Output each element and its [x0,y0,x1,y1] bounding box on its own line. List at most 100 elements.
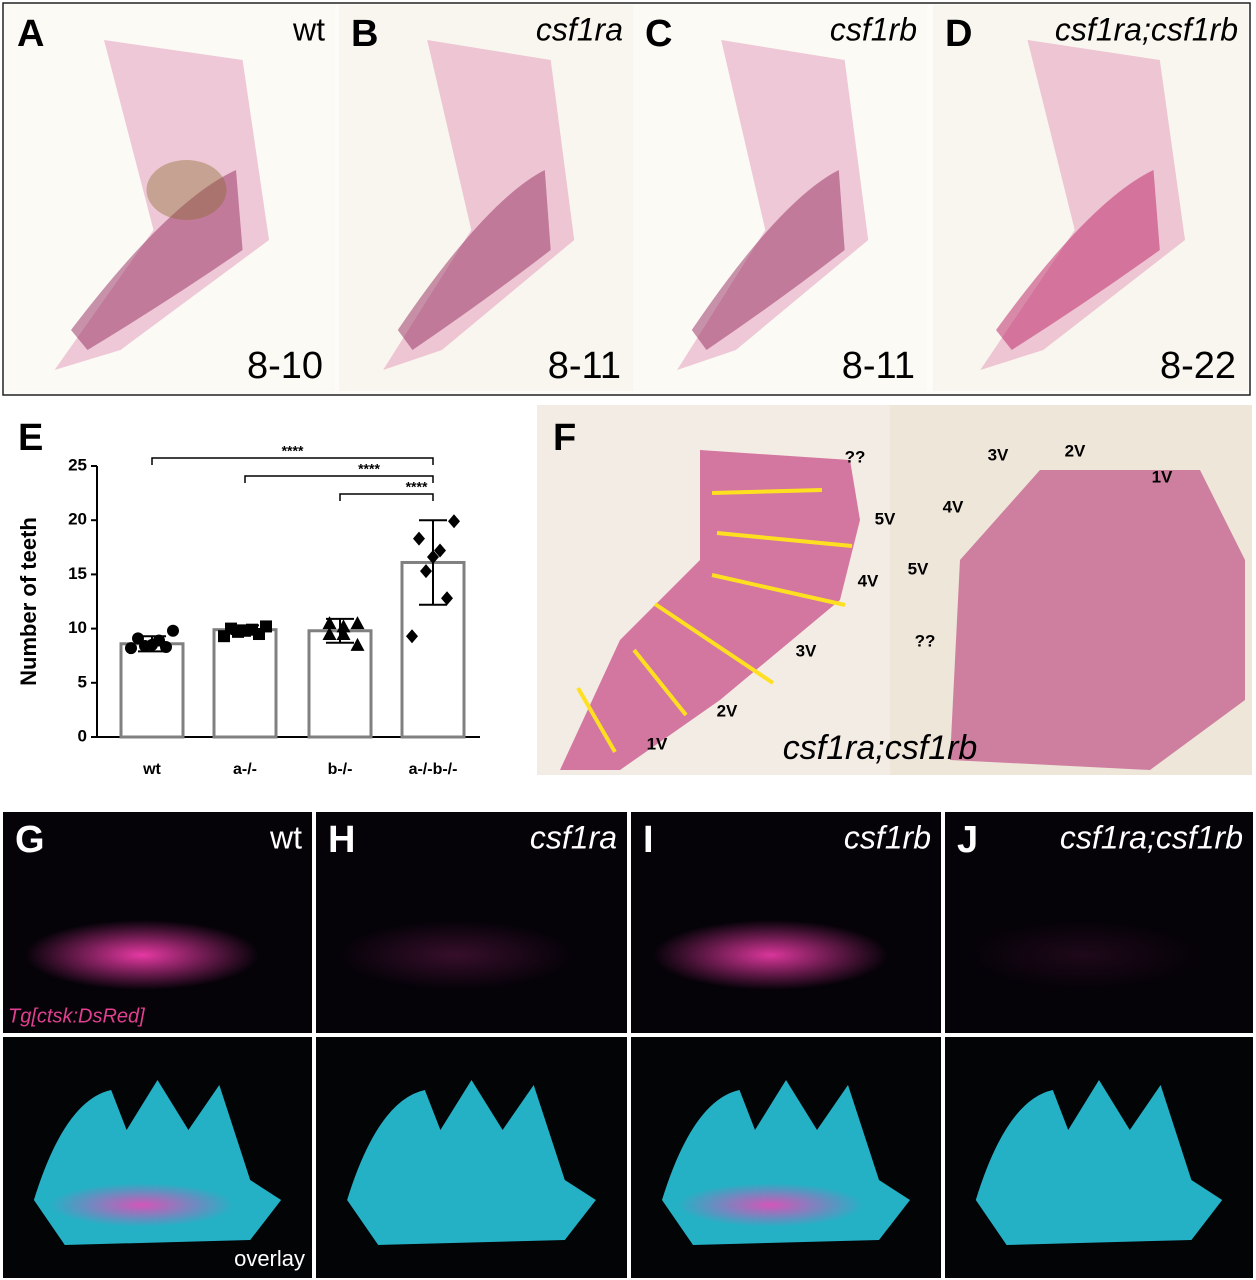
tooth-position-label: 5V [875,509,896,528]
x-tick-label: a-/- [233,761,257,778]
ctsk-signal [337,920,575,990]
ctsk-signal [24,920,260,990]
data-point [350,637,365,651]
significance-label: **** [358,461,380,477]
significance-label: **** [406,479,428,495]
data-point [132,632,144,645]
tooth-position-label: 2V [1065,441,1086,460]
data-point [322,627,337,641]
tooth-position-label: 4V [858,571,879,590]
jaw-fluorescence [975,1080,1223,1245]
genotype-label: csf1ra [536,11,623,47]
data-point [218,630,230,643]
bar [119,642,185,739]
jaw-bone [54,40,269,370]
significance-label: **** [282,443,304,459]
panel-letter: C [645,13,672,55]
y-axis-label: Number of teeth [16,517,41,686]
significance-bracket [151,457,434,465]
jaw-bone [980,40,1185,370]
panel-image [339,5,633,391]
tooth-count-range: 8-11 [842,345,915,387]
data-point [167,624,179,637]
data-point [160,641,172,654]
jaw-teeth [691,170,845,350]
panel-image [933,5,1248,391]
data-point [336,627,351,641]
ctsk-overlay-signal [49,1183,235,1227]
data-point [336,619,351,633]
tooth-position-label: 1V [647,734,668,753]
tooth-count-range: 8-10 [247,345,323,387]
tooth-division-line [653,602,775,685]
genotype-label: csf1ra;csf1rb [1055,11,1238,47]
jaw-teeth [996,170,1160,350]
tooth-division-line [716,531,853,548]
jaw-teeth [71,170,243,350]
panel-letter: B [351,13,378,55]
tooth-position-label: ?? [915,631,936,650]
ctsk-signal [652,920,889,990]
x-tick-label: wt [142,761,161,778]
jaw-fluorescence [347,1080,596,1245]
panel-letter: H [328,819,355,861]
y-tick-label: 0 [78,726,87,745]
data-point [253,628,265,641]
genotype-label: wt [269,819,302,855]
tooth-cluster [146,160,227,220]
data-point [406,629,418,644]
data-point [232,625,244,638]
significance-bracket [339,493,434,501]
tooth-position-label: 3V [988,445,1009,464]
genotype-label: csf1ra;csf1rb [1060,819,1243,855]
tooth-position-label: 4V [943,497,964,516]
y-tick-label: 20 [68,510,87,529]
panel-letter: A [17,13,44,55]
tooth-division-line [576,686,617,754]
genotype-label: csf1ra;csf1rb [783,729,978,767]
significance-bracket [244,475,434,483]
panel-letter: G [15,819,45,861]
tooth-count-range: 8-11 [548,345,621,387]
tooth-count-range: 8-22 [1160,345,1236,387]
data-point [441,591,453,606]
jaw-teeth [560,450,860,770]
y-tick-label: 25 [68,455,87,474]
tooth-position-label: 3V [796,641,817,660]
tooth-position-label: 2V [717,701,738,720]
x-tick-label: b-/- [328,761,353,778]
data-point [139,639,151,652]
data-point [350,616,365,630]
genotype-label: csf1rb [844,819,931,855]
transgene-label: Tg[ctsk:DsRed] [8,1005,145,1027]
y-tick-label: 15 [68,564,87,583]
jaw-bone [383,40,575,370]
y-tick-label: 5 [78,672,87,691]
data-point [448,514,460,529]
panel-letter: E [18,417,43,459]
panel-image [5,5,335,391]
data-point [427,550,439,565]
genotype-label: csf1rb [830,11,917,47]
jaw-bone [950,470,1245,770]
panel-letter: D [945,13,972,55]
genotype-label: csf1ra [530,819,617,855]
tooth-position-label: ?? [845,447,866,466]
y-tick-label: 10 [68,618,87,637]
overlay-label: overlay [234,1246,305,1271]
tooth-division-line [711,573,846,607]
genotype-label: wt [292,11,325,47]
jaw-bone [677,40,869,370]
x-tick-label: a-/-b-/- [409,761,458,778]
ctsk-overlay-signal [677,1183,864,1227]
bar [212,628,278,739]
tooth-position-label: 1V [1152,467,1173,486]
jaw-teeth [397,170,551,350]
data-point [413,531,425,546]
data-point [434,543,446,558]
panel-letter: J [957,819,978,861]
panel-letter: I [643,819,654,861]
tooth-position-label: 5V [908,559,929,578]
tooth-division-line [711,488,823,495]
